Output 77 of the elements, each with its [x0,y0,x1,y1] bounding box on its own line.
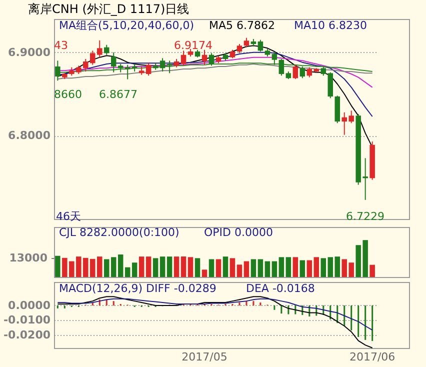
candlestick [208,52,214,66]
candlestick [180,50,186,66]
y-tick-label: -0.0200 [3,328,51,342]
annotation: OPID 0.0000 [204,226,273,239]
y-tick-label: 6.8000 [8,129,51,142]
candlestick [236,44,242,54]
bar [202,270,208,277]
line-series [57,296,373,348]
bar [244,261,250,277]
bar [320,258,326,277]
annotation: 46天 [56,210,81,223]
bar [258,259,264,277]
candlestick [272,52,278,66]
candlestick [110,52,116,73]
candlestick [146,62,152,76]
bar [194,258,200,277]
bar [314,257,320,277]
bar [278,257,284,277]
bar [104,259,110,277]
candlestick [244,37,250,48]
candlestick [278,58,284,76]
bar [286,257,292,277]
x-tick-label: 2017/05 [182,350,228,364]
annotation: DIFF -0.0289 [146,282,216,295]
bar [222,256,228,277]
bar [124,267,130,277]
candlestick [328,72,333,99]
candlestick [160,58,166,72]
candlestick [104,44,110,56]
y-tick-label: 13000 [9,251,48,264]
chart-title: 离岸CNH (外汇_D 1117)日线 [28,2,190,16]
bar [250,259,256,277]
annotation: DEA -0.0168 [246,282,315,295]
bar [118,254,124,277]
y-tick-label: -0.0100 [3,314,51,327]
bar [166,256,172,277]
y-tick-label: 6.9000 [8,46,51,59]
annotation: 43 [54,39,68,52]
annotation: 6.7229 [346,210,384,223]
candlestick [258,39,264,52]
bar [55,256,60,277]
bar [272,261,278,277]
annotation: 8660 [54,88,82,101]
bar [300,260,306,277]
annotation: CJL 8282.0000(0:100) [59,226,180,239]
bar [152,258,158,277]
bar [160,256,166,277]
annotation: 6.9174 [174,39,212,52]
bar [208,259,214,277]
bar [306,260,312,277]
candlestick [292,64,298,80]
bar [180,256,186,277]
bar [110,257,116,277]
annotation: MACD(12,26,9) [59,282,143,295]
candlestick [202,49,208,66]
candlestick [55,60,60,82]
bar [216,259,222,277]
y-tick-label: 0.0000 [8,298,51,312]
bar [188,257,194,277]
bar [174,256,180,277]
chart-subtitle: MA组合(5,10,20,40,60,0) [59,19,194,32]
candlestick [306,66,312,78]
line-series [57,298,373,331]
candlestick [300,66,306,79]
bar [236,264,242,277]
bar [132,262,138,277]
bar [264,261,270,277]
bar [146,256,152,277]
annotation: MA10 6.8230 [294,19,367,32]
bar [292,257,298,277]
annotation: 6.8677 [99,88,138,101]
candlestick [320,66,326,76]
x-tick-label: 2017/06 [349,350,396,364]
bar [230,258,236,277]
bar [370,264,375,277]
bar [138,256,144,277]
annotation: MA5 6.7862 [209,19,275,32]
